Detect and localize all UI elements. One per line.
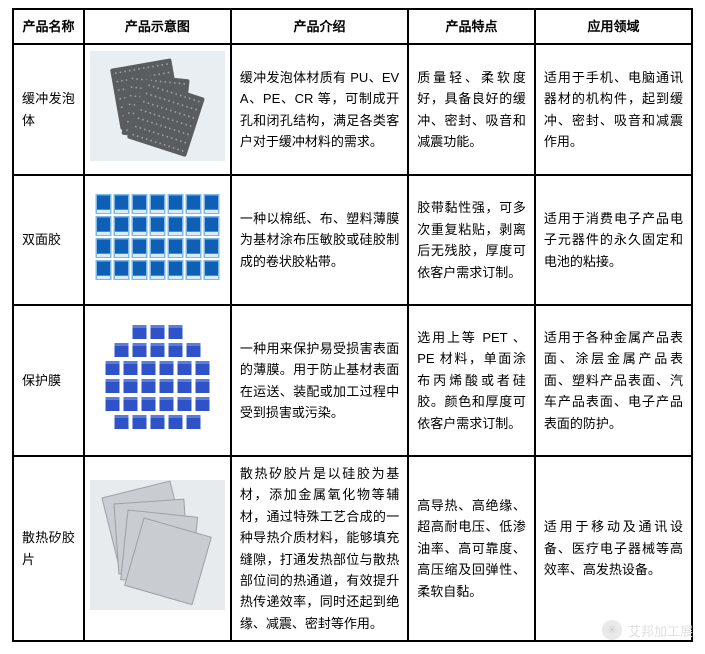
cell-application: 适用于消费电子产品电子元器件的永久固定和电池的粘接。 [535, 175, 692, 305]
film-sample-icon [90, 312, 225, 442]
cell-application: 适用于手机、电脑通讯器材的机构件，起到缓冲、密封、吸音和减震作用。 [535, 44, 692, 174]
col-header-app: 应用领域 [535, 9, 692, 44]
table-header-row: 产品名称 产品示意图 产品介绍 产品特点 应用领域 [13, 9, 692, 44]
cell-name: 散热矽胶片 [13, 456, 84, 642]
table-row: 散热矽胶片 散热矽胶片是以硅胶为基材，添加金属氧化物等辅材，通过特殊工艺合成的一种… [13, 456, 692, 642]
col-header-name: 产品名称 [13, 9, 84, 44]
cell-application: 适用于移动及通讯设备、医疗电子器械等高效率、高发热设备。 [535, 456, 692, 642]
tape-sample-icon [90, 182, 225, 292]
cell-image [84, 305, 231, 455]
cell-intro: 一种以棉纸、布、塑料薄膜为基材涂布压敏胶或硅胶制成的卷状胶粘带。 [231, 175, 408, 305]
cell-feature: 选用上等 PET 、 PE 材料，单面涂布丙烯酸或者硅胶。颜色和厚度可依客户需求… [408, 305, 535, 455]
cell-feature: 胶带黏性强，可多次重复粘贴，剥离后无残胶，厚度可依客户需求订制。 [408, 175, 535, 305]
col-header-image: 产品示意图 [84, 9, 231, 44]
cell-image [84, 44, 231, 174]
col-header-intro: 产品介绍 [231, 9, 408, 44]
cell-feature: 质量轻、柔软度好，具备良好的缓冲、密封、吸音和减震功能。 [408, 44, 535, 174]
product-table: 产品名称 产品示意图 产品介绍 产品特点 应用领域 缓冲发泡体 缓冲发泡体材质有 … [12, 8, 693, 642]
cell-application: 适用于各种金属产品表面、涂层金属产品表面、塑料产品表面、汽车产品表面、电子产品表… [535, 305, 692, 455]
foam-sample-icon [90, 51, 225, 161]
table-row: 缓冲发泡体 缓冲发泡体材质有 PU、EVA、PE、CR 等，可制成开孔和闭孔结构，… [13, 44, 692, 174]
thermal-sample-icon [90, 470, 225, 620]
cell-image [84, 175, 231, 305]
cell-name: 保护膜 [13, 305, 84, 455]
col-header-feature: 产品特点 [408, 9, 535, 44]
table-row: 保护膜 一种用来保护易受损害表面的薄膜。用于防止基材表面在运送、装配或加工过程中受… [13, 305, 692, 455]
cell-feature: 高导热、高绝缘、超高耐电压、低渗油率、高可靠度、高压缩及回弹性、柔软自黏。 [408, 456, 535, 642]
cell-intro: 缓冲发泡体材质有 PU、EVA、PE、CR 等，可制成开孔和闭孔结构，满足各类客… [231, 44, 408, 174]
table-row: 双面胶 一种以棉纸、布、塑料薄膜为基材涂布压敏胶或硅胶制成的卷状胶粘带。胶带黏性强… [13, 175, 692, 305]
cell-name: 缓冲发泡体 [13, 44, 84, 174]
cell-intro: 散热矽胶片是以硅胶为基材，添加金属氧化物等辅材，通过特殊工艺合成的一种导热介质材… [231, 456, 408, 642]
cell-name: 双面胶 [13, 175, 84, 305]
cell-intro: 一种用来保护易受损害表面的薄膜。用于防止基材表面在运送、装配或加工过程中受到损害… [231, 305, 408, 455]
cell-image [84, 456, 231, 642]
